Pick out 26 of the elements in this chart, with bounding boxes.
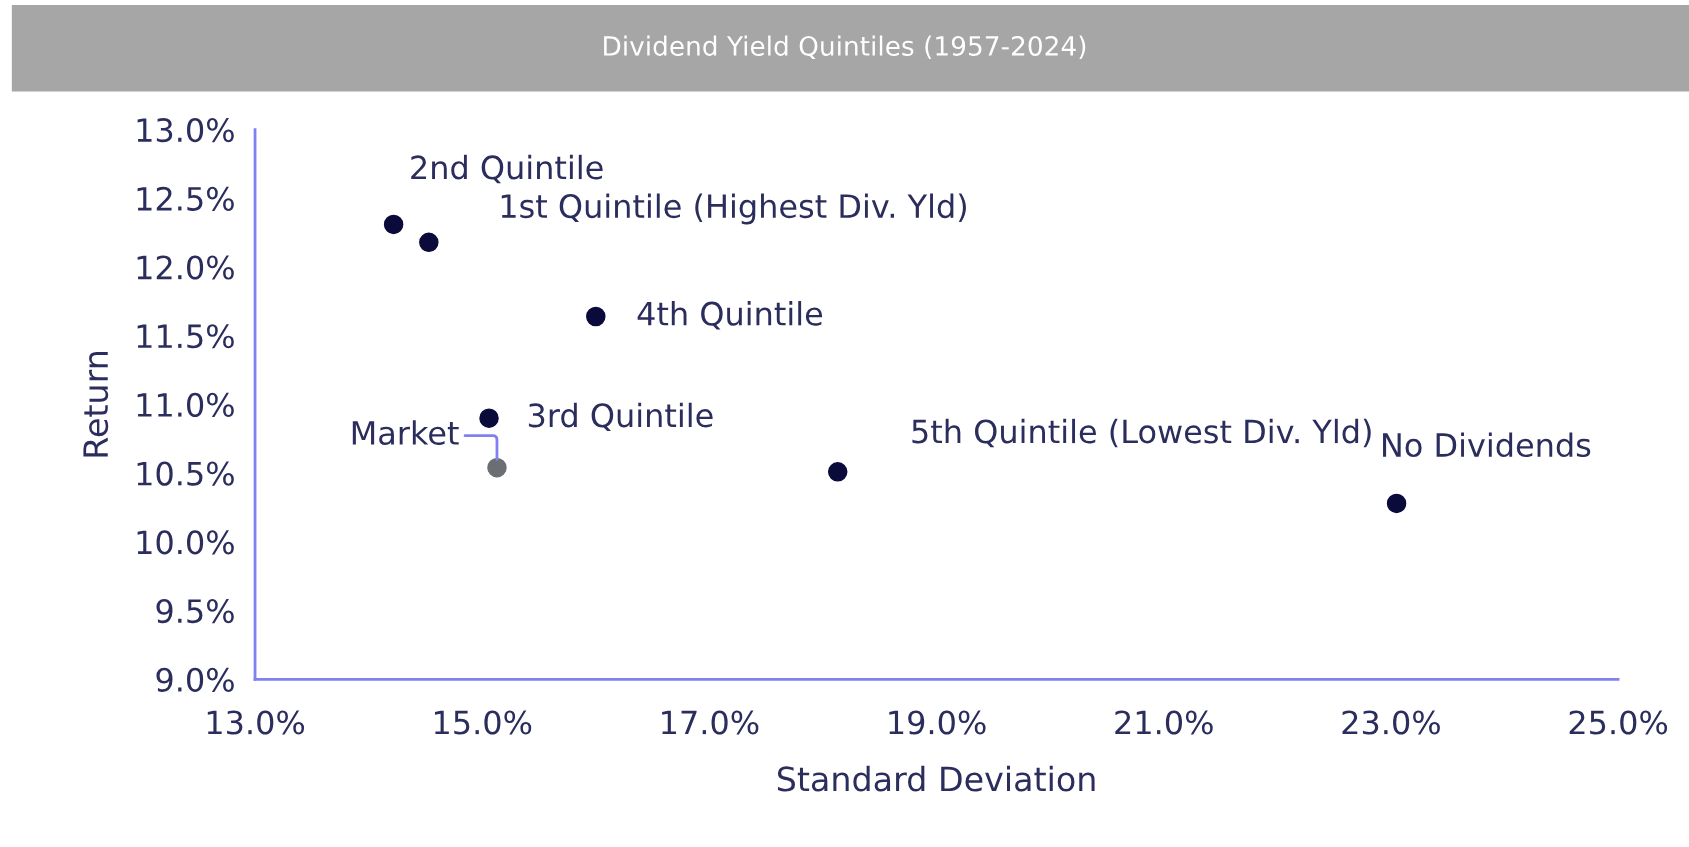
annotation: Market [352, 420, 459, 445]
annotation: 1st Quintile (Highest Div. Yld) [501, 193, 966, 225]
y-tick-label: 13.0% [137, 118, 234, 143]
x-tick-label: 25.0% [1569, 710, 1668, 735]
y-tick-label: 9.0% [156, 667, 234, 692]
x-axis-title: Standard Deviation [777, 765, 1095, 792]
y-tick-label: 9.5% [156, 599, 234, 624]
annotation: 2nd Quintile [411, 154, 603, 184]
annotation: 5th Quintile (Lowest Div. Yld) [912, 418, 1371, 448]
x-tick-label: 17.0% [662, 710, 759, 735]
x-tick-label: 21.0% [1115, 710, 1213, 735]
annotation: 3rd Quintile [528, 402, 713, 432]
y-tick-label: 10.0% [137, 530, 234, 555]
y-tick-label: 12.5% [137, 186, 234, 211]
x-tick-label: 19.0% [889, 710, 986, 735]
y-tick-label: 12.0% [137, 255, 234, 280]
x-tick-label: 15.0% [434, 710, 532, 735]
y-tick-label: 11.0% [137, 392, 234, 418]
chart-title: Dividend Yield Quintiles (1957-2024) [604, 35, 1086, 60]
annotation: No Dividends [1383, 432, 1591, 458]
x-tick-label: 23.0% [1342, 710, 1440, 735]
y-axis-title: Return [83, 351, 109, 457]
annotation: 4th Quintile [637, 301, 823, 330]
y-tick-label: 11.5% [137, 324, 234, 349]
x-tick-label: 13.0% [207, 710, 305, 735]
y-tick-label: 10.5% [137, 461, 234, 486]
